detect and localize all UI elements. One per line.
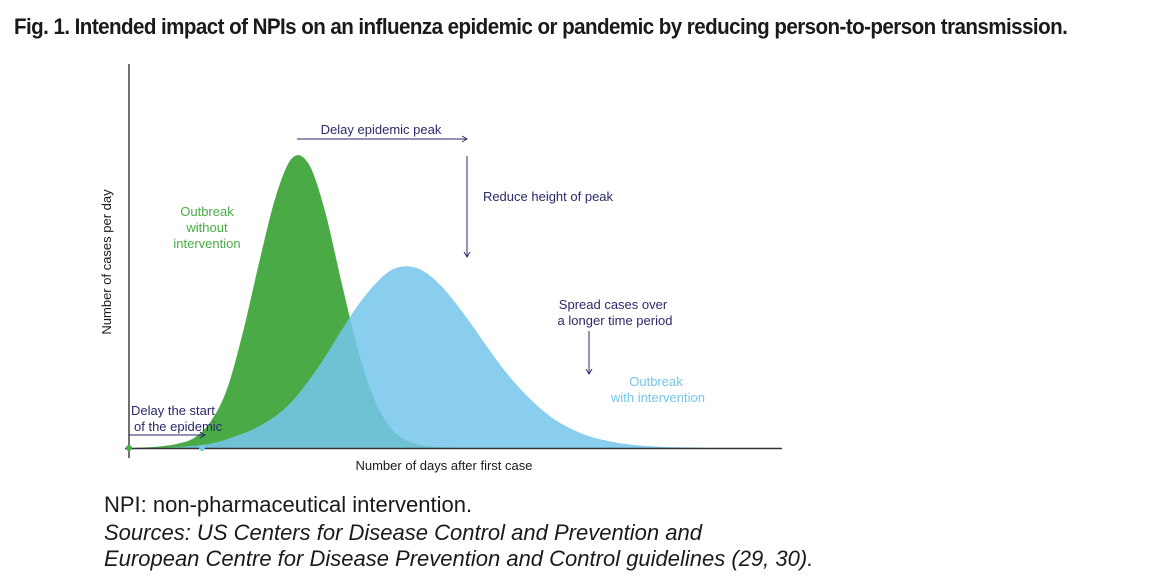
- sources-line-1: Sources: US Centers for Disease Control …: [104, 520, 702, 545]
- y-axis-label: Number of cases per day: [99, 189, 114, 335]
- arrow-head: [585, 368, 593, 375]
- annotation-spread-cases-line-2: a longer time period: [558, 313, 673, 328]
- abbreviation-note: NPI: non-pharmaceutical intervention.: [104, 492, 473, 517]
- x-axis-label: Number of days after first case: [355, 458, 532, 473]
- figure-title: Fig. 1. Intended impact of NPIs on an in…: [14, 14, 1068, 39]
- area-without-intervention: [129, 155, 782, 448]
- annotation-delay-epidemic-peak: Delay epidemic peak: [321, 122, 442, 137]
- annotation-reduce-height-of-peak: Reduce height of peak: [483, 189, 614, 204]
- series-label-without-intervention-line-2: without: [185, 220, 228, 235]
- series-label-without-intervention-line-3: intervention: [173, 236, 240, 251]
- arrow-delay-epidemic-peak: [297, 135, 468, 143]
- arrow-reduce-height-of-peak: [463, 156, 471, 258]
- series-label-without-intervention-line-1: Outbreak: [180, 204, 234, 219]
- arrow-delay-start: [129, 431, 206, 439]
- curve-areas: [129, 155, 782, 448]
- annotation-spread-cases-line-1: Spread cases over: [559, 297, 668, 312]
- annotation-delay-start-line-2: of the epidemic: [134, 419, 223, 434]
- series-label-with-intervention-line-2: with intervention: [610, 390, 705, 405]
- arrow-head: [461, 135, 468, 143]
- sources-line-2: European Centre for Disease Prevention a…: [104, 546, 814, 571]
- start-marker-with-intervention: [199, 445, 205, 451]
- arrow-head: [199, 431, 206, 439]
- series-label-with-intervention-line-1: Outbreak: [629, 374, 683, 389]
- arrow-spread-cases: [585, 331, 593, 375]
- area-with-intervention: [129, 266, 782, 448]
- start-marker-without-intervention: [126, 445, 132, 451]
- annotation-delay-start-line-1: Delay the start: [131, 403, 215, 418]
- arrow-head: [463, 251, 471, 258]
